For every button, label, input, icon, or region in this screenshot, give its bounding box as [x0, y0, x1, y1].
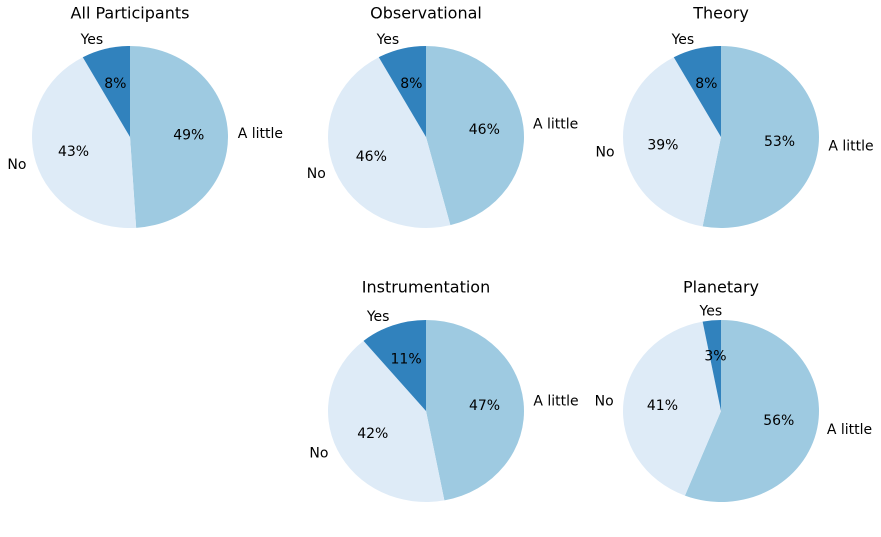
slice-value-label: 42%	[357, 426, 388, 442]
slice-label: No	[7, 157, 26, 173]
pie-slice	[702, 320, 721, 411]
pie-title: Planetary	[683, 278, 759, 297]
slice-label: Yes	[366, 309, 390, 325]
slice-label: Yes	[699, 303, 723, 319]
slice-value-label: 53%	[764, 134, 795, 150]
pie-slice	[623, 57, 721, 227]
slice-value-label: 3%	[704, 349, 726, 365]
pie-slice	[622, 321, 721, 496]
pie-title: All Participants	[71, 4, 190, 23]
slice-label: Yes	[376, 32, 400, 48]
pie-title: Theory	[692, 4, 749, 23]
pie-slice	[426, 46, 524, 226]
slice-value-label: 8%	[695, 76, 717, 92]
slice-label: Yes	[671, 32, 695, 48]
slice-value-label: 46%	[356, 149, 387, 165]
slice-label: No	[307, 166, 326, 182]
slice-value-label: 56%	[763, 413, 794, 429]
slice-value-label: 43%	[58, 144, 89, 160]
pie-title: Instrumentation	[362, 278, 490, 297]
pie-slice	[363, 320, 426, 411]
slice-label: A little	[827, 422, 872, 438]
pie-slice	[82, 46, 130, 137]
slice-value-label: 39%	[647, 138, 678, 154]
slice-value-label: 47%	[469, 398, 500, 414]
slice-label: No	[595, 145, 614, 161]
pie-slice	[426, 320, 525, 501]
pie-slice	[684, 320, 819, 502]
pie-slice	[702, 46, 819, 229]
slice-label: A little	[533, 116, 578, 132]
slice-value-label: 8%	[104, 76, 126, 92]
slice-value-label: 46%	[469, 122, 500, 138]
slice-value-label: 8%	[400, 76, 422, 92]
slice-label: A little	[828, 138, 873, 154]
pie-title: Observational	[370, 4, 482, 23]
slice-label: No	[595, 394, 614, 410]
pie-slice	[328, 340, 445, 503]
slice-label: No	[309, 446, 328, 462]
pie-slice	[327, 57, 451, 229]
slice-label: A little	[533, 394, 578, 410]
slice-label: Yes	[80, 32, 104, 48]
pie-slice	[673, 46, 721, 137]
slice-value-label: 41%	[647, 398, 678, 414]
pie-slice	[31, 57, 137, 229]
pie-slice	[378, 46, 426, 137]
slice-label: A little	[238, 126, 283, 142]
pie-slice	[130, 46, 228, 228]
slice-value-label: 11%	[391, 352, 422, 368]
slice-value-label: 49%	[173, 127, 204, 143]
